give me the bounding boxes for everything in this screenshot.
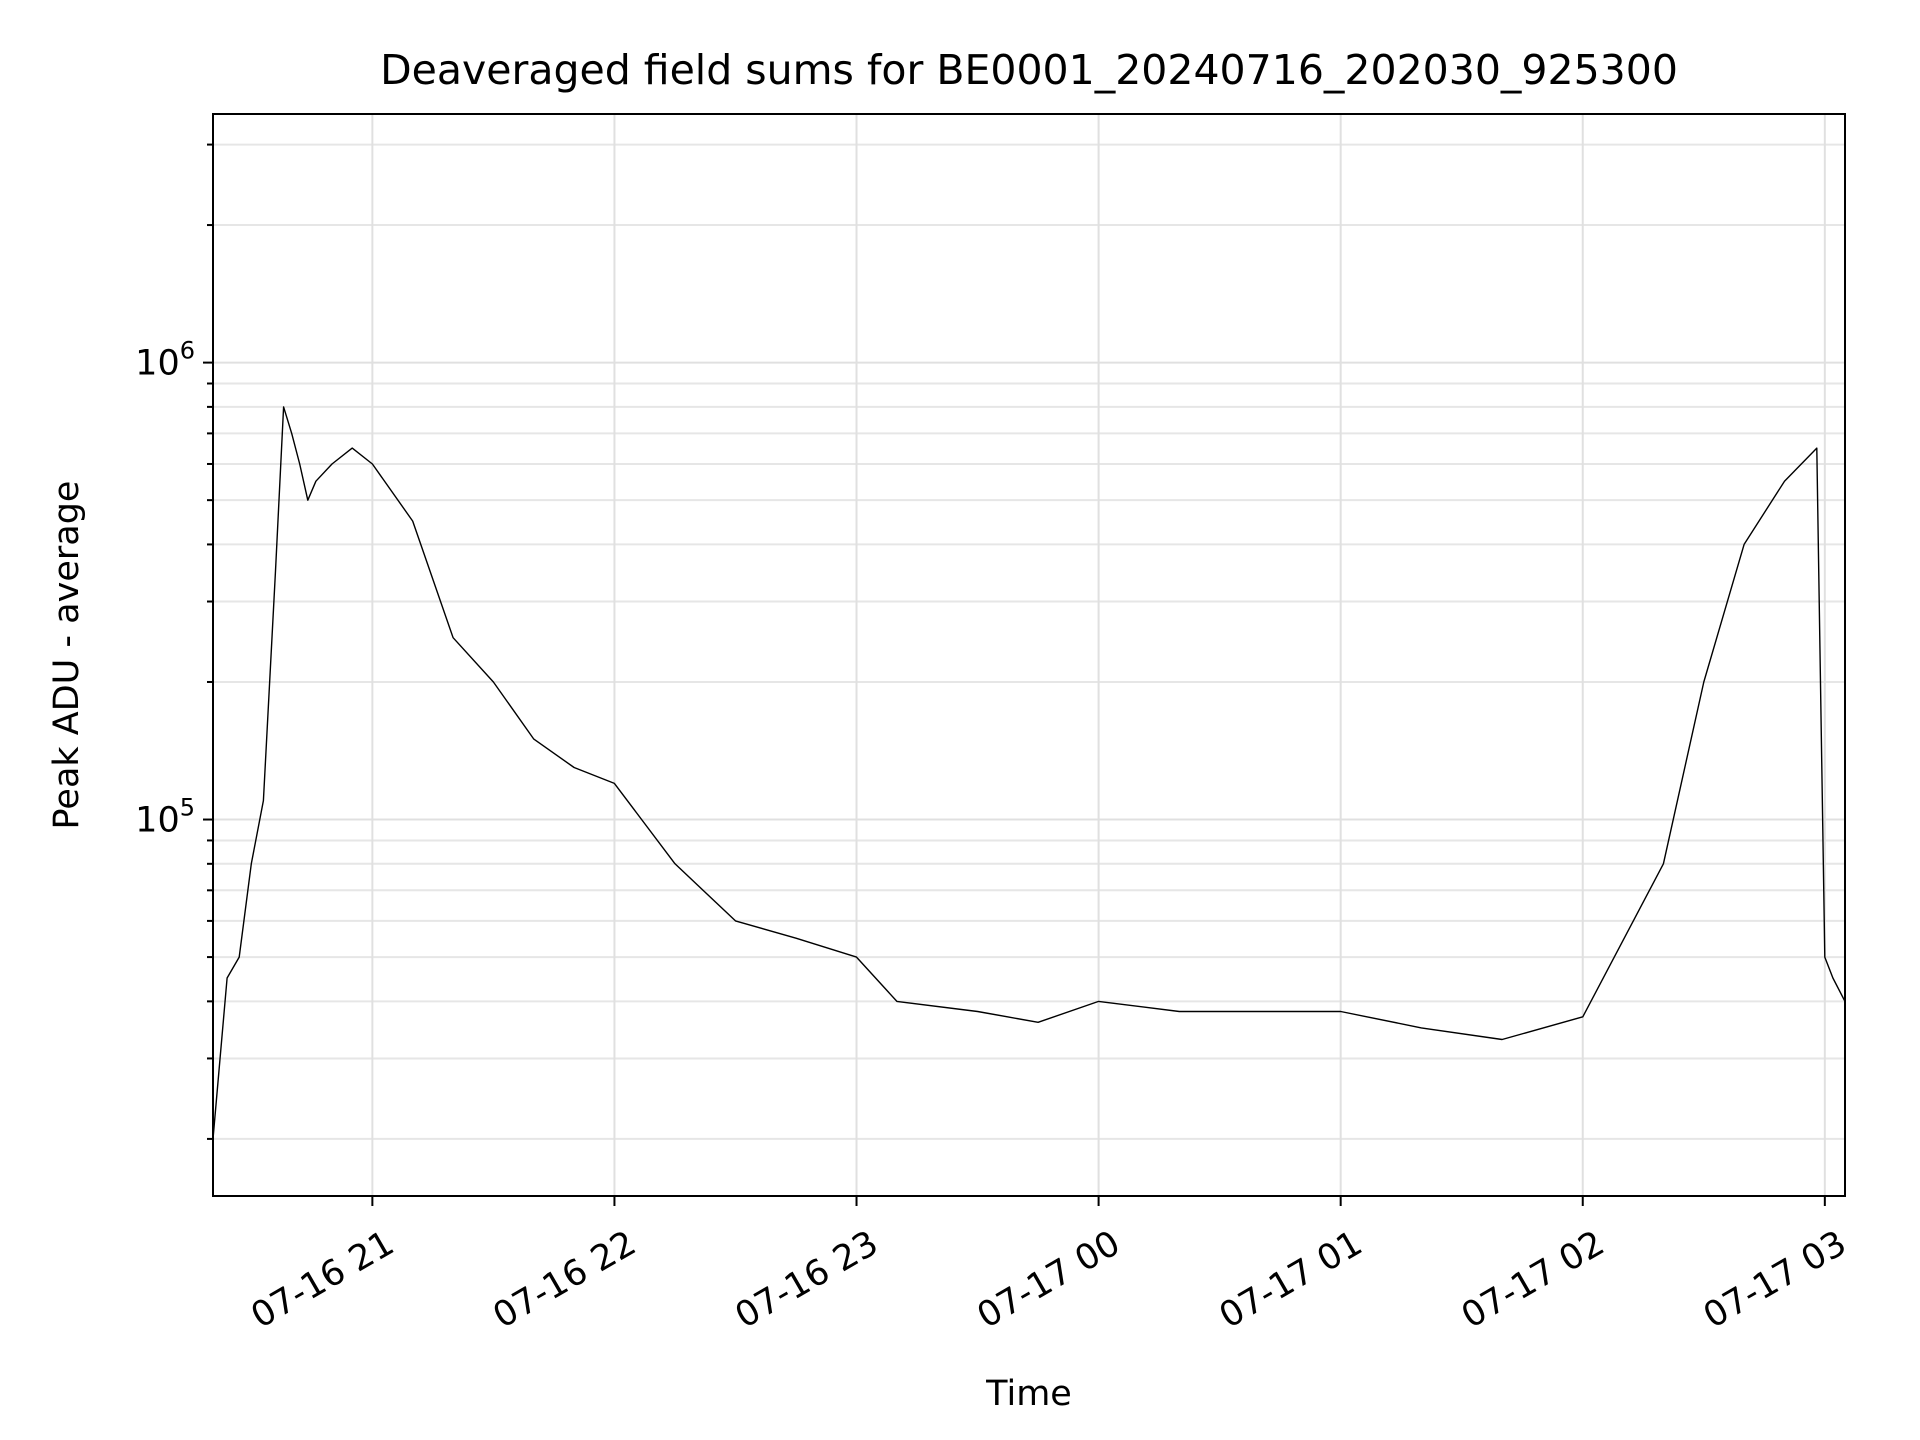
x-axis: 07-16 21 07-16 22 07-16 23 07-17 00 07-17 01… — [245, 1196, 1853, 1337]
series-layer — [212, 406, 1846, 1139]
x-tick-label: 07-17 00 — [971, 1223, 1127, 1336]
x-tick-label: 07-16 23 — [729, 1223, 885, 1336]
x-tick-label: 07-16 22 — [487, 1223, 643, 1336]
y-tick-label: 105 — [135, 794, 195, 841]
y-tick-label: 106 — [135, 337, 195, 384]
x-tick-label: 07-17 01 — [1213, 1223, 1369, 1336]
x-tick-label: 07-17 02 — [1455, 1223, 1611, 1336]
plot-frame — [212, 113, 1846, 1197]
chart-title: Deaveraged field sums for BE0001_2024071… — [380, 46, 1678, 94]
y-axis-label: Peak ADU - average — [47, 481, 87, 830]
x-tick-label: 07-17 03 — [1697, 1223, 1853, 1336]
x-axis-label: Time — [985, 1374, 1072, 1414]
series-line — [212, 406, 1846, 1139]
grid — [213, 114, 1845, 1196]
x-tick-label: 07-16 21 — [245, 1223, 401, 1336]
y-axis: 105 106 — [135, 143, 213, 1140]
